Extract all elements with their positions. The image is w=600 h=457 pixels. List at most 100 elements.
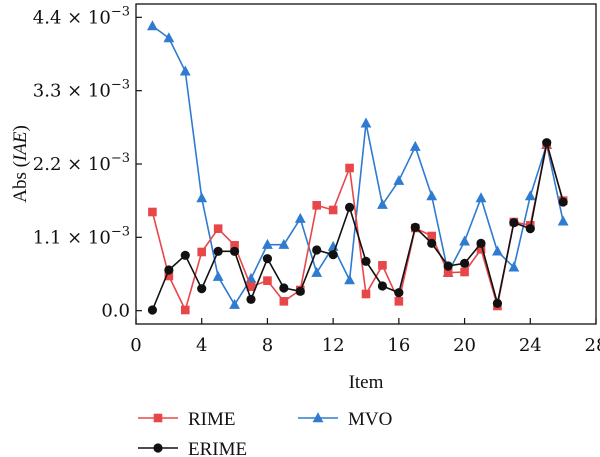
data-point-erime [361,256,371,266]
data-point-mvo [557,215,569,226]
data-point-rime [263,276,272,285]
data-point-erime [164,265,174,275]
data-point-erime [262,254,273,264]
y-tick-label: 0.0 [101,301,130,322]
series-layer [147,20,569,315]
y-axis-label-suffix: ) [10,125,31,131]
data-point-rime [312,201,322,210]
data-point-erime [344,202,355,212]
data-point-erime [492,298,503,308]
data-point-rime [345,163,354,173]
data-point-mvo [147,20,158,31]
data-point-rime [148,207,157,217]
data-point-mvo [377,198,388,209]
x-tick-label: 20 [453,335,476,356]
data-point-mvo [475,192,487,203]
data-point-mvo [212,270,224,281]
data-point-erime [312,245,322,255]
data-point-erime [279,283,289,293]
legend-item-erime: ERIME [138,439,247,457]
data-point-rime [361,289,371,299]
data-point-mvo [409,140,421,151]
data-point-rime [180,305,190,315]
data-point-rime [164,271,174,281]
series-rime [148,140,568,315]
y-axis-label-italic: IAE [10,131,31,162]
legend-item-rime: RIME [138,409,236,430]
x-tick-label: 16 [387,335,410,356]
data-point-erime [213,246,223,256]
data-point-mvo [524,190,536,201]
y-tick-label: 3.3 × 10−3 [33,78,130,102]
y-axis-label-prefix: Abs ( [10,161,31,203]
data-point-mvo [360,117,372,128]
data-point-erime [197,284,207,294]
data-point-mvo [196,192,208,203]
y-axis-label: Abs (IAE) [10,125,31,203]
plot-border [135,3,597,325]
data-point-rime [230,241,239,250]
data-point-erime [558,197,568,207]
data-point-erime [509,218,519,228]
legend-marker-rime [153,413,163,423]
plot-frame [135,3,597,325]
legend-label-mvo: MVO [348,409,392,430]
data-point-erime [427,238,437,248]
data-point-rime [279,297,289,306]
series-mvo [147,20,569,309]
data-point-erime [525,224,535,234]
data-point-erime [246,294,256,304]
y-axis: 0.0 1.1 × 10−3 2.2 × 10−3 3.3 × 10−3 4.4 × 1… [33,4,142,322]
data-point-erime [443,261,453,271]
data-point-mvo [426,190,438,201]
legend-marker-erime [153,443,163,453]
data-point-erime [394,288,404,298]
data-point-erime [147,305,158,315]
data-point-mvo [492,245,503,256]
data-point-rime [476,245,486,254]
x-tick-label: 12 [322,335,345,356]
data-point-rime [197,247,207,257]
data-point-erime [459,258,470,268]
data-point-mvo [459,235,470,246]
y-tick-label: 4.4 × 10−3 [33,4,130,28]
x-tick-label: 0 [130,335,141,356]
x-tick-label: 8 [262,335,273,356]
x-axis: 0 4 8 12 16 20 24 28 [130,318,600,356]
y-tick-label: 1.1 × 10−3 [33,224,130,248]
legend: RIME ERIME MVO [138,409,392,457]
data-point-erime [542,138,552,148]
legend-label-rime: RIME [188,409,236,430]
legend-marker-mvo [312,412,324,423]
data-point-mvo [278,238,290,249]
data-point-erime [229,246,240,256]
data-point-rime [394,297,404,306]
data-point-erime [377,281,388,291]
data-point-mvo [311,266,323,277]
data-point-rime [443,268,453,277]
data-point-mvo [344,274,355,285]
x-tick-label: 4 [196,335,207,356]
y-tick-label: 2.2 × 10−3 [33,151,130,175]
data-point-rime [328,205,338,215]
legend-item-mvo: MVO [298,409,392,430]
data-point-mvo [508,261,520,272]
data-point-mvo [393,174,405,185]
data-point-mvo [229,298,240,309]
data-point-erime [180,250,190,260]
data-point-erime [410,222,420,232]
data-point-erime [328,250,338,260]
data-point-rime [460,267,469,277]
data-point-mvo [262,238,273,249]
data-point-mvo [163,32,175,43]
data-point-mvo [294,212,306,223]
data-point-rime [427,231,437,241]
data-point-erime [476,238,486,248]
series-line-mvo [151,25,564,306]
data-point-rime [213,224,223,233]
series-erime [147,138,568,315]
x-tick-label: 24 [519,335,542,356]
legend-label-erime: ERIME [188,439,247,457]
data-point-erime [295,286,305,296]
